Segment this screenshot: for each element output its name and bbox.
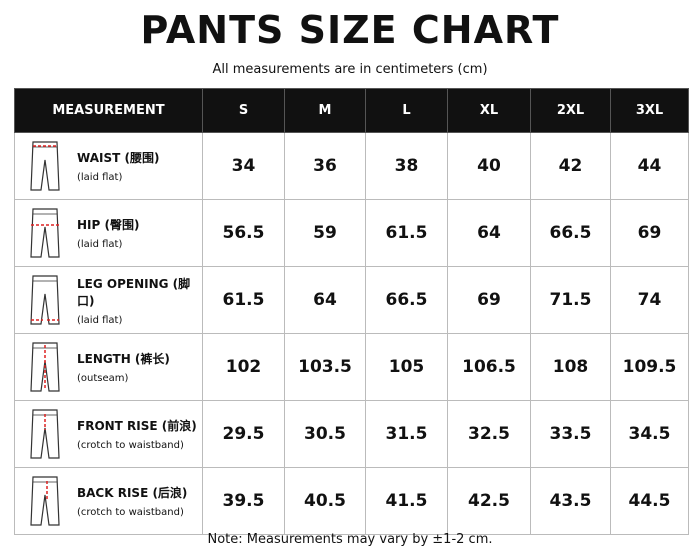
size-value: 38 [365,132,448,200]
row-label-cell: HIP (臀围) (laid flat) [14,199,203,267]
size-value: 43.5 [530,467,611,535]
size-value: 106.5 [447,333,531,401]
size-value: 33.5 [530,400,611,468]
column-header: 2XL [530,88,611,133]
size-value: 44.5 [610,467,689,535]
title: PANTS SIZE CHART [140,8,560,52]
column-header: MEASUREMENT [14,88,203,133]
size-value: 42.5 [447,467,531,535]
measurement-note: (crotch to waistband) [77,440,184,451]
size-value: 40.5 [284,467,366,535]
size-value: 61.5 [202,266,285,334]
size-value: 64 [284,266,366,334]
measurement-name: LEG OPENING (脚口) [77,276,191,308]
table-row: HIP (臀围) (laid flat) 56.5 59 61.5 64 66.5 69 [14,199,689,267]
row-label: LEG OPENING (脚口) (laid flat) [15,272,202,328]
row-label-cell: LEG OPENING (脚口) (laid flat) [14,266,203,334]
size-value: 59 [284,199,366,267]
size-value: 108 [530,333,611,401]
size-value: 103.5 [284,333,366,401]
measurement-name: FRONT RISE (前浪) [77,419,197,433]
measurement-note: (outseam) [77,373,129,384]
subtitle: All measurements are in centimeters (cm) [212,62,488,77]
size-value: 66.5 [530,199,611,267]
size-value: 39.5 [202,467,285,535]
row-label-cell: BACK RISE (后浪) (crotch to waistband) [14,467,203,535]
size-value: 102 [202,333,285,401]
measurement-note: (laid flat) [77,239,123,250]
row-label-cell: WAIST (腰围) (laid flat) [14,132,203,200]
label-text: BACK RISE (后浪) (crotch to waistband) [77,484,187,518]
table-row: FRONT RISE (前浪) (crotch to waistband) 29.5… [14,400,689,468]
pants-icon [30,208,60,258]
size-value: 109.5 [610,333,689,401]
label-text: WAIST (腰围) (laid flat) [77,149,159,183]
pants-icon [30,141,60,191]
size-value: 34.5 [610,400,689,468]
column-header: 3XL [610,88,689,133]
size-value: 41.5 [365,467,448,535]
table-row: LENGTH (裤长) (outseam) 102 103.5 105 106.5 108 1… [14,333,689,401]
size-table: MEASUREMENT S M L XL 2XL 3XL WAIST (腰围) (laid f… [14,88,689,535]
measurement-name: HIP (臀围) [77,218,140,232]
size-value: 69 [447,266,531,334]
table-body: WAIST (腰围) (laid flat) 34 36 38 40 42 44 HIP (臀围… [14,132,689,535]
pants-icon [30,409,60,459]
table-row: WAIST (腰围) (laid flat) 34 36 38 40 42 44 [14,132,689,200]
size-value: 105 [365,333,448,401]
size-value: 30.5 [284,400,366,468]
table-row: BACK RISE (后浪) (crotch to waistband) 39.5 4… [14,467,689,535]
measurement-name: WAIST (腰围) [77,151,160,165]
label-text: LEG OPENING (脚口) (laid flat) [77,275,202,326]
measurement-note: (laid flat) [77,172,123,183]
measurement-name: BACK RISE (后浪) [77,486,188,500]
row-label-cell: LENGTH (裤长) (outseam) [14,333,203,401]
size-value: 56.5 [202,199,285,267]
pants-icon [30,275,60,325]
size-value: 71.5 [530,266,611,334]
column-header: M [284,88,366,133]
column-header: S [202,88,285,133]
measurement-name: LENGTH (裤长) [77,352,170,366]
pants-icon [30,342,60,392]
label-text: HIP (臀围) (laid flat) [77,216,139,250]
row-label-cell: FRONT RISE (前浪) (crotch to waistband) [14,400,203,468]
size-value: 44 [610,132,689,200]
size-value: 40 [447,132,531,200]
row-label: WAIST (腰围) (laid flat) [15,138,202,194]
row-label: LENGTH (裤长) (outseam) [15,339,202,395]
column-header: XL [447,88,531,133]
size-value: 64 [447,199,531,267]
size-value: 31.5 [365,400,448,468]
size-value: 69 [610,199,689,267]
column-header: L [365,88,448,133]
size-value: 61.5 [365,199,448,267]
table-row: LEG OPENING (脚口) (laid flat) 61.5 64 66.5 69 7… [14,266,689,334]
row-label: HIP (臀围) (laid flat) [15,205,202,261]
size-value: 34 [202,132,285,200]
size-value: 36 [284,132,366,200]
label-text: LENGTH (裤长) (outseam) [77,350,170,384]
size-value: 32.5 [447,400,531,468]
size-value: 66.5 [365,266,448,334]
header-row: MEASUREMENT S M L XL 2XL 3XL [14,88,689,133]
size-value: 42 [530,132,611,200]
size-value: 29.5 [202,400,285,468]
measurement-note: (crotch to waistband) [77,507,184,518]
row-label: BACK RISE (后浪) (crotch to waistband) [15,473,202,529]
measurement-note: (laid flat) [77,314,123,326]
size-value: 74 [610,266,689,334]
row-label: FRONT RISE (前浪) (crotch to waistband) [15,406,202,462]
pants-icon [30,476,60,526]
label-text: FRONT RISE (前浪) (crotch to waistband) [77,417,197,451]
footer-note: Note: Measurements may vary by ±1-2 cm. [207,532,493,547]
